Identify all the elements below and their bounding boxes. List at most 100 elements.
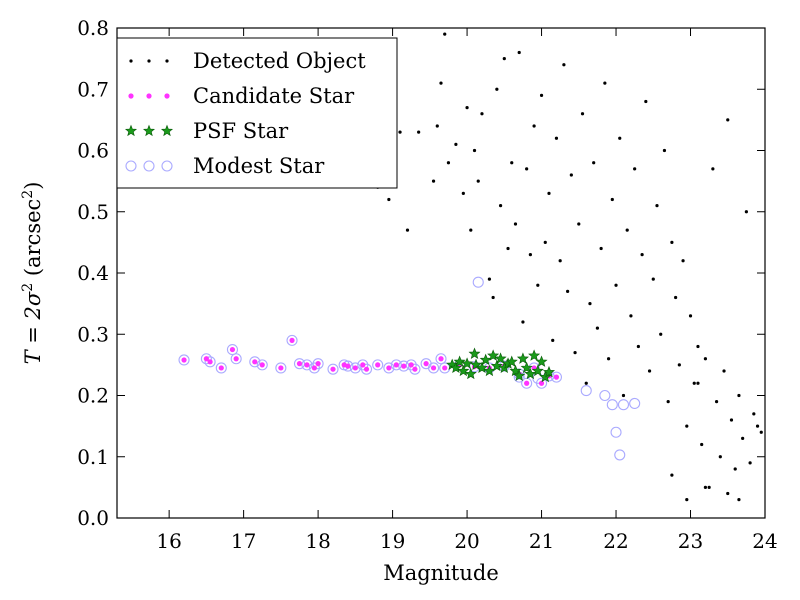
data-point [278,365,284,371]
data-point [755,424,760,428]
x-tick-label: 16 [156,529,181,553]
data-point [584,381,588,385]
legend-marker-detected-object [165,59,169,63]
data-point [249,356,261,368]
data-point [259,362,265,368]
data-point [487,349,500,361]
data-point [393,362,399,368]
data-point [595,326,600,330]
x-tick-label: 21 [529,529,554,553]
data-point [674,295,678,300]
data-point [700,442,704,447]
legend-marker-detected-object [147,59,151,63]
data-point [230,353,242,365]
data-point [726,118,730,122]
data-point [207,359,213,365]
legend-marker-psf-star [142,124,156,137]
data-point [203,356,209,362]
data-point [430,365,437,371]
data-point [464,367,477,380]
y-axis-label-unit-exp: 2 [20,190,36,199]
data-point [603,81,607,85]
data-point [521,320,525,324]
data-point [521,377,533,389]
data-point [465,106,469,110]
data-point [502,57,506,61]
data-point [475,361,488,374]
data-point [610,426,622,438]
data-point [599,389,611,402]
data-point [491,295,495,300]
x-tick-label: 24 [752,529,777,553]
data-point [513,222,518,226]
data-point [726,491,730,496]
data-point [636,344,640,349]
data-point [588,302,592,306]
data-point [275,362,287,374]
data-point [543,240,547,244]
axis-ticks: 16 17 18 19 20 21 22 23 24 0.0 0.1 0.2 0.3 0.4 0.5 0.6 0… [77,16,778,553]
legend-marker-modest-star [125,160,137,172]
data-point [311,365,317,371]
data-point [289,337,295,343]
data-point [181,357,187,363]
x-tick-label: 20 [454,529,479,553]
legend-marker-modest-star [143,160,155,172]
data-point [752,412,756,416]
data-point [401,363,407,369]
data-point [412,366,418,372]
data-point [286,334,298,346]
data-point [606,399,618,411]
data-point [449,361,462,374]
data-point [618,136,622,140]
data-point [681,259,685,263]
data-point [629,397,641,410]
data-point [621,393,626,398]
data-point [759,430,763,434]
legend-marker-candidate-star [146,93,152,99]
data-point [327,363,339,375]
y-tick-label: 0.0 [77,506,109,530]
data-point [516,352,529,364]
data-point [312,358,324,370]
data-point [296,361,303,367]
y-tick-label: 0.5 [77,200,109,224]
data-point [617,399,630,411]
data-point [453,355,466,367]
data-point [446,161,451,165]
data-point [580,385,592,397]
data-point [688,314,693,318]
data-point [696,381,700,385]
data-point [550,371,562,383]
data-point [651,277,655,281]
data-point [531,364,544,377]
plot-content [178,32,763,502]
data-point [349,362,361,374]
data-point [428,362,440,374]
data-point [506,246,510,251]
legend-markers [124,59,174,172]
data-point [741,436,745,440]
data-point [748,461,752,465]
data-point [315,361,321,367]
data-point [398,360,410,372]
data-point [592,161,596,165]
x-axis-label: Magnitude [383,561,499,585]
data-point [487,277,492,281]
data-point [606,357,611,361]
data-point [528,349,541,361]
data-point [352,365,358,371]
data-point [655,204,659,208]
data-point [505,355,518,367]
data-point [666,400,670,404]
x-tick-label: 22 [603,529,628,553]
data-point [722,369,726,373]
data-point [510,161,514,165]
data-point [517,50,521,55]
legend: Detected Object Candidate Star PSF Star … [116,37,398,189]
data-point [435,353,447,365]
data-point [470,358,483,370]
data-point [733,467,737,471]
data-point [662,148,667,153]
data-point [461,357,474,369]
